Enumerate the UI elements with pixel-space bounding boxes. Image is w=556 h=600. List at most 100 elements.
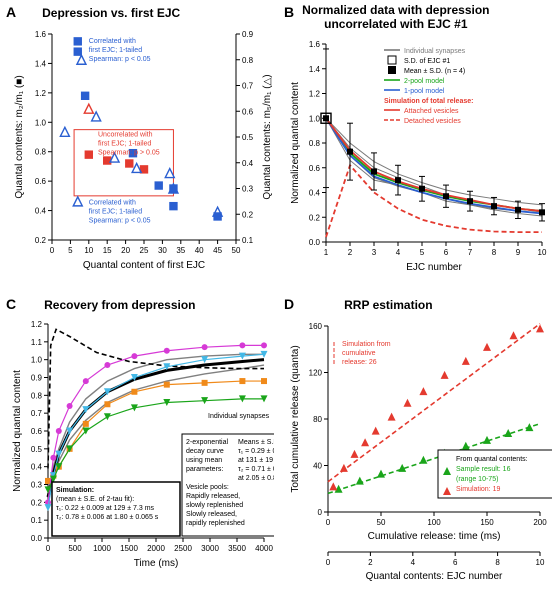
panel-c: C Recovery from depression 0500100015002… xyxy=(6,296,274,594)
svg-text:1.2: 1.2 xyxy=(309,89,321,98)
svg-text:first EJC; 1-tailed: first EJC; 1-tailed xyxy=(89,47,142,54)
svg-text:0.2: 0.2 xyxy=(31,498,43,507)
svg-text:0.6: 0.6 xyxy=(309,163,321,172)
svg-text:decay curve: decay curve xyxy=(186,448,224,455)
svg-text:Individual synapses: Individual synapses xyxy=(208,413,270,420)
svg-text:0.1: 0.1 xyxy=(31,516,43,525)
svg-text:(mean ± S.E. of 2-tau fit):: (mean ± S.E. of 2-tau fit): xyxy=(56,496,134,503)
panel-c-chart: 050010001500200025003000350040000.00.10.… xyxy=(6,312,274,594)
svg-text:1.2: 1.2 xyxy=(35,89,47,98)
svg-text:parameters:: parameters: xyxy=(186,466,223,473)
panel-b-title: Normalized data with depression uncorrel… xyxy=(302,4,489,32)
svg-text:3500: 3500 xyxy=(228,544,246,553)
svg-text:10: 10 xyxy=(536,558,545,567)
svg-text:Simulation: 19: Simulation: 19 xyxy=(456,486,500,493)
svg-text:50: 50 xyxy=(232,246,241,255)
panel-a-title: Depression vs. first EJC xyxy=(42,6,180,20)
svg-text:20: 20 xyxy=(121,246,130,255)
svg-text:0.7: 0.7 xyxy=(242,82,254,91)
svg-text:0: 0 xyxy=(326,558,331,567)
svg-text:0.9: 0.9 xyxy=(242,30,254,39)
svg-text:Cumulative release: time (ms): Cumulative release: time (ms) xyxy=(368,531,501,542)
svg-text:Total cumulative release (quan: Total cumulative release (quanta) xyxy=(290,345,301,492)
svg-text:2-exponential: 2-exponential xyxy=(186,439,228,446)
svg-text:0.2: 0.2 xyxy=(242,210,254,219)
svg-text:Means ± S.D.s:: Means ± S.D.s: xyxy=(238,439,274,446)
svg-text:Spearman: p < 0.05: Spearman: p < 0.05 xyxy=(89,217,151,224)
svg-text:1000: 1000 xyxy=(93,544,111,553)
svg-text:1.0: 1.0 xyxy=(35,118,47,127)
svg-text:Spearman: p < 0.05: Spearman: p < 0.05 xyxy=(89,56,151,63)
svg-text:150: 150 xyxy=(480,518,494,527)
svg-text:100: 100 xyxy=(427,518,441,527)
svg-text:5: 5 xyxy=(420,248,425,257)
svg-text:2: 2 xyxy=(348,248,353,257)
svg-text:(range 10-75): (range 10-75) xyxy=(456,476,498,483)
svg-text:Detached vesicles: Detached vesicles xyxy=(404,118,461,125)
svg-text:0.7: 0.7 xyxy=(31,409,43,418)
svg-text:using mean: using mean xyxy=(186,457,222,464)
svg-text:0.8: 0.8 xyxy=(309,139,321,148)
svg-text:Quantal contents: m₅/m₁ (△): Quantal contents: m₅/m₁ (△) xyxy=(262,74,273,199)
svg-text:1.6: 1.6 xyxy=(35,30,47,39)
svg-text:1.0: 1.0 xyxy=(309,114,321,123)
panel-a: A Depression vs. first EJC 0510152025303… xyxy=(6,4,274,280)
panel-d-label: D xyxy=(284,296,294,312)
svg-text:80: 80 xyxy=(313,415,322,424)
svg-text:500: 500 xyxy=(68,544,82,553)
svg-text:1-pool model: 1-pool model xyxy=(404,88,445,95)
svg-text:120: 120 xyxy=(309,369,323,378)
panel-d: D RRP estimation 05010015020004080120160… xyxy=(284,296,552,594)
svg-text:1.4: 1.4 xyxy=(35,59,47,68)
svg-text:1.1: 1.1 xyxy=(31,338,43,347)
svg-text:0.3: 0.3 xyxy=(31,481,43,490)
svg-text:Quantal contents: EJC number: Quantal contents: EJC number xyxy=(366,571,503,582)
svg-text:0: 0 xyxy=(326,518,331,527)
svg-text:Mean ± S.D. (n = 4): Mean ± S.D. (n = 4) xyxy=(404,68,465,75)
svg-text:Time (ms): Time (ms) xyxy=(134,558,179,569)
svg-text:10: 10 xyxy=(538,248,547,257)
svg-text:Correlated with: Correlated with xyxy=(89,199,136,206)
svg-text:EJC number: EJC number xyxy=(406,262,462,273)
svg-text:Rapidly released,: Rapidly released, xyxy=(186,493,240,500)
svg-text:0.2: 0.2 xyxy=(35,236,47,245)
svg-text:10: 10 xyxy=(84,246,93,255)
svg-text:S.D. of EJC #1: S.D. of EJC #1 xyxy=(404,58,450,65)
svg-text:Quantal contents: m₂/m₁ (■): Quantal contents: m₂/m₁ (■) xyxy=(14,75,25,198)
svg-text:0.4: 0.4 xyxy=(242,159,254,168)
svg-text:Simulation from: Simulation from xyxy=(342,341,391,348)
svg-text:first EJC; 1-tailed: first EJC; 1-tailed xyxy=(98,141,151,148)
svg-text:0.4: 0.4 xyxy=(309,188,321,197)
svg-text:0.0: 0.0 xyxy=(309,238,321,247)
svg-text:τ₁ = 0.29 ± 0.15: τ₁ = 0.29 ± 0.15 xyxy=(238,448,274,455)
svg-text:Uncorrelated with: Uncorrelated with xyxy=(98,132,153,139)
svg-text:4: 4 xyxy=(396,248,401,257)
svg-text:4000: 4000 xyxy=(255,544,273,553)
panel-a-label: A xyxy=(6,4,16,20)
svg-text:8: 8 xyxy=(492,248,497,257)
svg-text:Vesicle pools:: Vesicle pools: xyxy=(186,484,229,491)
svg-text:Sample result: 16: Sample result: 16 xyxy=(456,466,511,473)
panel-c-title: Recovery from depression xyxy=(44,298,195,312)
svg-text:at 2.05 ± 0.87 s: at 2.05 ± 0.87 s xyxy=(238,475,274,482)
svg-text:25: 25 xyxy=(140,246,149,255)
svg-text:τ₂: 0.78 ± 0.006 at 1.80 ± 0.0: τ₂: 0.78 ± 0.006 at 1.80 ± 0.065 s xyxy=(56,514,159,521)
svg-text:release: 26: release: 26 xyxy=(342,359,377,366)
svg-text:6: 6 xyxy=(453,558,458,567)
svg-text:0.8: 0.8 xyxy=(35,148,47,157)
svg-text:0.3: 0.3 xyxy=(242,185,254,194)
svg-text:Normalized quantal content: Normalized quantal content xyxy=(290,82,301,204)
svg-text:2500: 2500 xyxy=(174,544,192,553)
svg-text:5: 5 xyxy=(68,246,73,255)
svg-text:2: 2 xyxy=(368,558,373,567)
svg-text:0.2: 0.2 xyxy=(309,213,321,222)
svg-text:Correlated with: Correlated with xyxy=(89,38,136,45)
svg-text:0.6: 0.6 xyxy=(31,427,43,436)
svg-text:1.2: 1.2 xyxy=(31,320,43,329)
svg-text:0.6: 0.6 xyxy=(242,107,254,116)
svg-text:Simulation:: Simulation: xyxy=(56,487,94,494)
svg-text:0: 0 xyxy=(50,246,55,255)
panel-c-label: C xyxy=(6,296,16,312)
svg-text:τ₁: 0.22 ± 0.009 at 129 ± 7.3: τ₁: 0.22 ± 0.009 at 129 ± 7.3 ms xyxy=(56,505,155,512)
svg-text:0.4: 0.4 xyxy=(35,207,47,216)
